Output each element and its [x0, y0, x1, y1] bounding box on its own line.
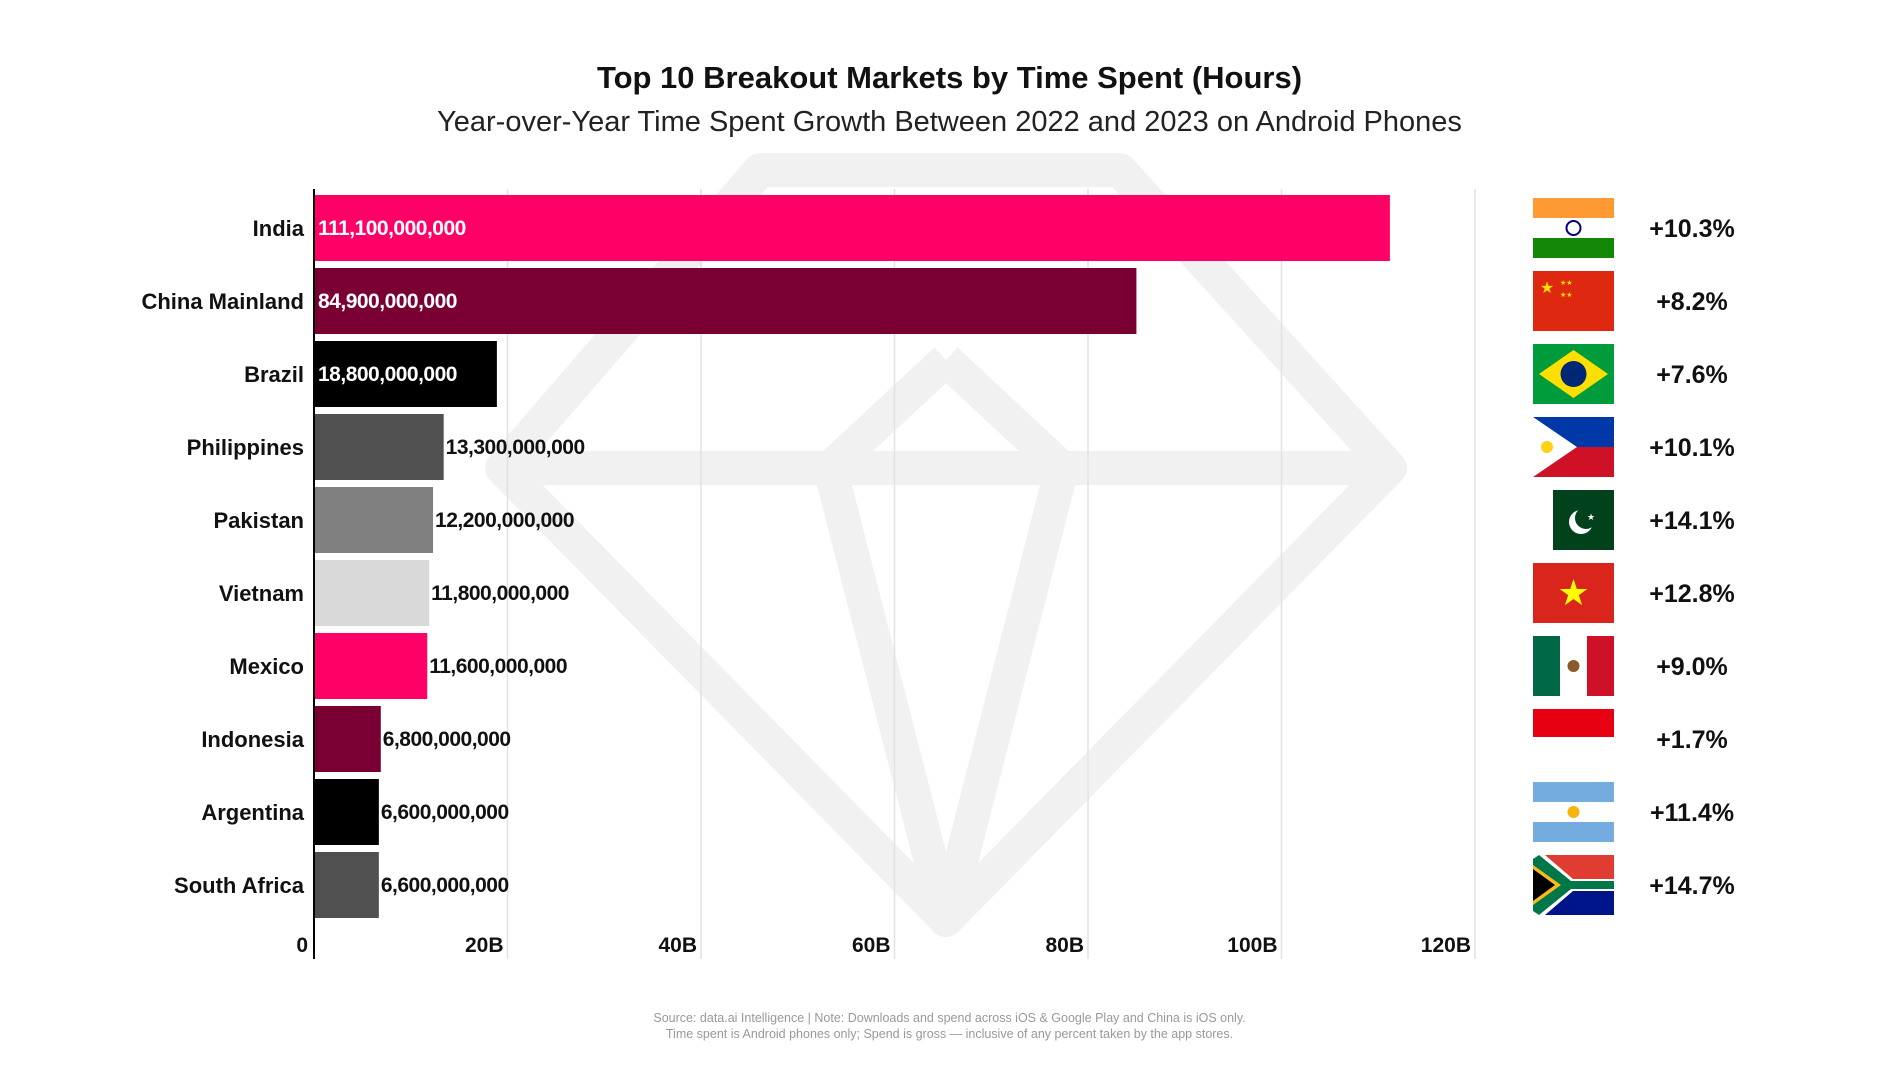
- bar: [315, 341, 497, 407]
- data-label: 18,800,000,000: [318, 363, 457, 386]
- flag-part: [1533, 822, 1614, 842]
- x-tick-label: 0: [296, 934, 308, 957]
- chakra: [1565, 220, 1582, 236]
- pall-green: [1533, 855, 1614, 915]
- growth-label: +1.7%: [1656, 726, 1728, 754]
- triangle-black: [1533, 869, 1555, 901]
- bar: [315, 779, 379, 845]
- emblem: [1567, 660, 1580, 672]
- bar: [315, 414, 444, 480]
- growth-label: +12.8%: [1649, 580, 1735, 608]
- growth-label: +9.0%: [1656, 653, 1728, 681]
- crescent-cut: [1575, 507, 1597, 529]
- flag-part: [1533, 782, 1614, 802]
- china-flag-icon: ★ ★★★★: [1533, 271, 1614, 331]
- indonesia-flag-icon: [1533, 709, 1614, 769]
- category-label: Brazil: [244, 362, 304, 387]
- x-tick-label: 120B: [1421, 934, 1471, 957]
- category-label: China Mainland: [141, 289, 304, 314]
- growth-label: +14.7%: [1649, 872, 1735, 900]
- data-label: 6,800,000,000: [383, 728, 511, 751]
- data-label: 6,600,000,000: [381, 874, 509, 897]
- flag-part: [1533, 198, 1614, 218]
- footer-note-line2: Time spent is Android phones only; Spend…: [665, 1027, 1234, 1041]
- star: ★: [1540, 280, 1554, 297]
- category-label: Indonesia: [201, 727, 304, 752]
- footer-note: Source: data.ai Intelligence | Note: Dow…: [0, 1010, 1899, 1042]
- chart-title: Top 10 Breakout Markets by Time Spent (H…: [596, 60, 1303, 95]
- mexico-flag-icon: [1533, 636, 1614, 696]
- brazil-flag-icon: [1533, 344, 1614, 404]
- growth-label: +8.2%: [1656, 288, 1728, 316]
- flag-part: [1533, 218, 1614, 238]
- category-label: Mexico: [229, 654, 304, 679]
- flag-part: [1533, 490, 1553, 550]
- data-label: 111,100,000,000: [318, 217, 466, 240]
- sun: [1567, 806, 1580, 818]
- star: ★: [1557, 572, 1589, 613]
- bar: [315, 487, 434, 553]
- bar: [315, 195, 1390, 261]
- flag-part: [1533, 737, 1614, 769]
- bar: [315, 268, 1137, 334]
- bar: [315, 852, 379, 918]
- category-label: South Africa: [174, 873, 305, 898]
- x-tick-label: 80B: [1045, 934, 1084, 957]
- category-label: Pakistan: [214, 508, 305, 533]
- globe: [1560, 361, 1587, 387]
- growth-label: +10.1%: [1649, 434, 1735, 462]
- category-label: Philippines: [187, 435, 304, 460]
- flag-part: [1533, 636, 1560, 696]
- data-label: 12,200,000,000: [435, 509, 574, 532]
- chart-subtitle: Year-over-Year Time Spent Growth Between…: [437, 106, 1462, 138]
- category-label: Vietnam: [219, 581, 304, 606]
- star: ★★: [1560, 291, 1573, 299]
- star: ★: [1587, 512, 1595, 522]
- growth-label: +14.1%: [1649, 507, 1735, 535]
- bar: [315, 560, 430, 626]
- data-label: 13,300,000,000: [446, 436, 585, 459]
- triangle: [1533, 417, 1577, 477]
- argentina-flag-icon: [1533, 782, 1614, 842]
- data-label: 11,600,000,000: [429, 655, 567, 678]
- south-africa-flag-icon: [1533, 855, 1614, 915]
- pakistan-flag-icon: ★: [1533, 490, 1614, 550]
- vietnam-flag-icon: ★: [1533, 563, 1614, 623]
- data-label: 6,600,000,000: [381, 801, 509, 824]
- data-label: 11,800,000,000: [431, 582, 569, 605]
- india-flag-icon: [1533, 198, 1614, 258]
- category-label: Argentina: [201, 800, 304, 825]
- flag-part: [1533, 238, 1614, 258]
- sun: [1541, 441, 1553, 453]
- footer-source: Source: data.ai Intelligence | Note: Dow…: [653, 1011, 1246, 1025]
- growth-label: +10.3%: [1649, 215, 1735, 243]
- category-label: India: [253, 216, 305, 241]
- bar: [315, 633, 428, 699]
- x-tick-label: 40B: [658, 934, 697, 957]
- flag-part: [1533, 271, 1614, 331]
- flag-part: [1533, 563, 1614, 623]
- bar: [315, 706, 381, 772]
- data-label: 84,900,000,000: [318, 290, 457, 313]
- x-tick-label: 60B: [852, 934, 891, 957]
- philippines-flag-icon: [1533, 417, 1614, 477]
- star: ★★: [1560, 279, 1573, 287]
- watermark-diamond-icon: [485, 153, 1407, 937]
- growth-label: +11.4%: [1650, 799, 1734, 827]
- flag-part: [1587, 636, 1614, 696]
- x-tick-label: 20B: [465, 934, 504, 957]
- flag-part: [1533, 709, 1614, 737]
- growth-label: +7.6%: [1656, 361, 1728, 389]
- x-tick-label: 100B: [1227, 934, 1277, 957]
